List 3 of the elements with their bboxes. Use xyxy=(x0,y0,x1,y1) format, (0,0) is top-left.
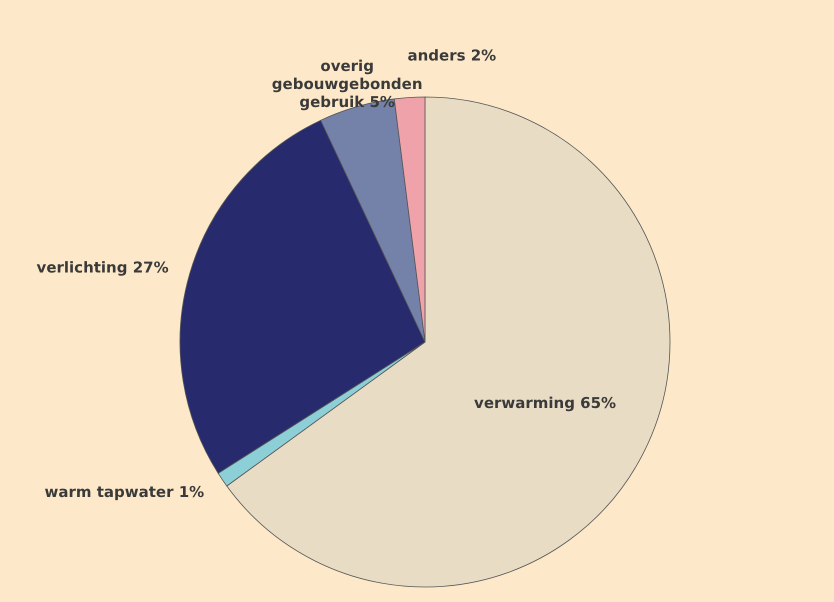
slice-label: verlichting 27% xyxy=(36,258,169,277)
slice-label: verwarming 65% xyxy=(474,394,616,412)
slice-label: warm tapwater 1% xyxy=(44,483,204,502)
